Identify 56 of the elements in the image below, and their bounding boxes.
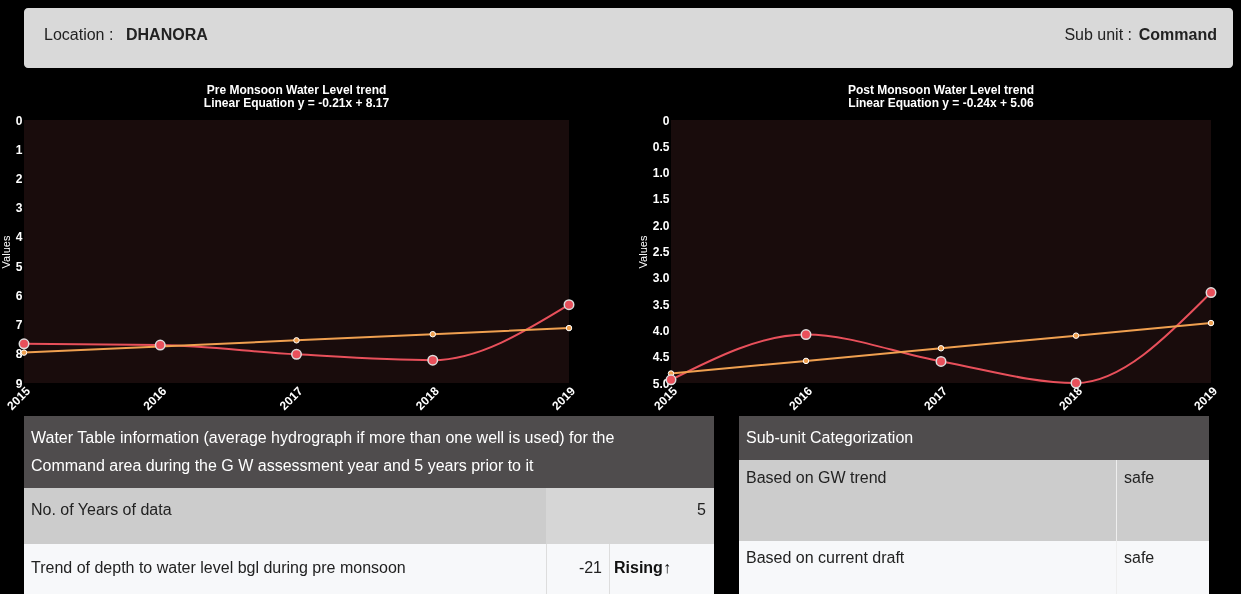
point	[937, 345, 945, 352]
y-tick-label: 4	[15, 230, 23, 245]
y-axis-title: Values	[0, 235, 12, 269]
chart-subtitle: Linear Equation y = -0.24x + 5.06	[848, 96, 1035, 110]
y-tick-label: 5	[15, 259, 23, 274]
y-tick-label: 3	[15, 201, 23, 216]
text: DHANORA	[126, 26, 209, 43]
text: safe	[1124, 469, 1155, 486]
point	[18, 338, 30, 350]
text: Trend of depth to water level bgl during pre monsoon	[31, 559, 406, 576]
text: -21	[578, 559, 603, 576]
point	[293, 337, 300, 344]
text: Sub unit :	[1064, 26, 1132, 43]
text: Rising↑	[614, 559, 671, 576]
y-tick-label: 3.0	[652, 271, 670, 286]
point	[291, 348, 302, 360]
text: Water Table information (average hydrograph if more than one well is used) for the Command area during the G W assessment year and 5 years prior to it	[31, 429, 615, 474]
point	[1072, 332, 1080, 339]
point	[935, 355, 947, 367]
y-tick-label: 7	[15, 318, 23, 333]
y-tick-label: 8	[15, 347, 23, 362]
point	[1207, 319, 1215, 327]
point	[1070, 377, 1082, 389]
point	[1205, 287, 1217, 299]
y-tick-label: 1.5	[652, 192, 670, 207]
point	[802, 357, 810, 365]
point	[565, 324, 573, 332]
chart-subtitle: Linear Equation y = -0.21x + 8.17	[203, 96, 390, 110]
text: Based on current draft	[746, 549, 905, 566]
y-tick-label: 2	[15, 171, 23, 186]
point	[427, 354, 439, 366]
text: 5	[697, 501, 707, 518]
y-tick-label: 1	[15, 142, 23, 157]
y-tick-label: 4.0	[652, 323, 670, 338]
y-tick-label: 0.5	[652, 139, 670, 154]
point	[800, 329, 812, 341]
y-tick-label: 3.5	[652, 297, 670, 312]
y-tick-label: 2.5	[652, 245, 670, 259]
point	[154, 339, 166, 351]
y-tick-label: 6	[15, 288, 23, 303]
chart-title: Post Monsoon Water Level trend	[847, 83, 1035, 97]
text: Sub-unit Categorization	[746, 429, 914, 446]
text: safe	[1124, 549, 1155, 566]
text: No. of Years of data	[31, 501, 172, 518]
y-tick-label: 0	[15, 113, 23, 128]
y-tick-label: 1.0	[652, 166, 670, 181]
y-tick-label: 2.0	[652, 218, 670, 233]
chart-title: Pre Monsoon Water Level trend	[206, 83, 387, 97]
point	[429, 330, 436, 338]
text: Command	[1138, 26, 1217, 43]
y-tick-label: 4.5	[652, 350, 670, 365]
text: Location :	[44, 26, 114, 43]
y-axis-title: Values	[636, 235, 649, 269]
text: Based on GW trend	[746, 469, 887, 486]
point	[563, 299, 575, 311]
y-tick-label: 0	[662, 113, 670, 128]
